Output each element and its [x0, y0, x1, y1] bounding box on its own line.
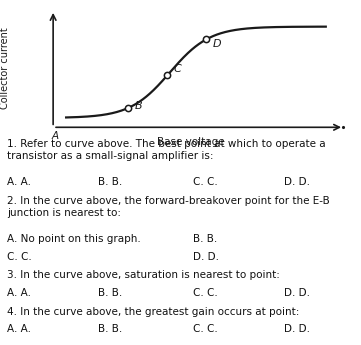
- Text: B. B.: B. B.: [98, 324, 122, 334]
- Text: D. D.: D. D.: [284, 177, 310, 187]
- Text: C. C.: C. C.: [193, 324, 218, 334]
- Text: C. C.: C. C.: [193, 177, 218, 187]
- Text: D. D.: D. D.: [284, 288, 310, 298]
- Text: A. A.: A. A.: [7, 324, 31, 334]
- Text: 3. In the curve above, saturation is nearest to point:: 3. In the curve above, saturation is nea…: [7, 270, 280, 280]
- Text: Base voltage: Base voltage: [157, 137, 225, 147]
- Text: A. No point on this graph.: A. No point on this graph.: [7, 234, 141, 244]
- Text: C. C.: C. C.: [7, 252, 32, 262]
- Text: B: B: [135, 101, 143, 111]
- Text: D. D.: D. D.: [193, 252, 219, 262]
- Text: D: D: [213, 39, 221, 49]
- Text: B. B.: B. B.: [98, 288, 122, 298]
- Text: 1. Refer to curve above. The best point at which to operate a
transistor as a sm: 1. Refer to curve above. The best point …: [7, 139, 326, 161]
- Text: Collector current: Collector current: [0, 27, 10, 109]
- Text: A: A: [52, 131, 59, 141]
- Text: 2. In the curve above, the forward-breakover point for the E-B
junction is neare: 2. In the curve above, the forward-break…: [7, 196, 330, 218]
- Text: C. C.: C. C.: [193, 288, 218, 298]
- Text: B. B.: B. B.: [193, 234, 217, 244]
- Text: D. D.: D. D.: [284, 324, 310, 334]
- Text: 4. In the curve above, the greatest gain occurs at point:: 4. In the curve above, the greatest gain…: [7, 307, 300, 317]
- Text: C: C: [174, 64, 182, 74]
- Text: B. B.: B. B.: [98, 177, 122, 187]
- Text: A. A.: A. A.: [7, 177, 31, 187]
- Text: A. A.: A. A.: [7, 288, 31, 298]
